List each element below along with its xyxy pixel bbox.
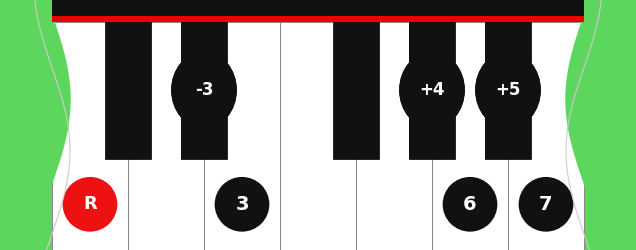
- Bar: [52, 22, 128, 250]
- Bar: [409, 22, 455, 158]
- Bar: [52, 0, 584, 16]
- Bar: [204, 22, 280, 250]
- Bar: [508, 22, 584, 250]
- Text: 7: 7: [539, 195, 553, 214]
- Bar: [485, 22, 531, 158]
- Polygon shape: [566, 0, 636, 250]
- Ellipse shape: [171, 52, 237, 128]
- Bar: [356, 22, 432, 250]
- Bar: [485, 22, 531, 158]
- Ellipse shape: [399, 52, 465, 128]
- Bar: [280, 22, 356, 250]
- Ellipse shape: [399, 52, 465, 128]
- Text: 6: 6: [463, 195, 477, 214]
- Circle shape: [214, 177, 270, 232]
- Bar: [128, 22, 204, 250]
- Bar: [52, 16, 584, 22]
- Polygon shape: [0, 0, 70, 250]
- Circle shape: [62, 177, 118, 232]
- Bar: [52, 0, 584, 16]
- Bar: [105, 22, 151, 158]
- Bar: [409, 22, 455, 158]
- Bar: [432, 22, 508, 250]
- Bar: [181, 22, 227, 158]
- Text: +5: +5: [495, 81, 521, 99]
- Ellipse shape: [475, 52, 541, 128]
- Bar: [181, 22, 227, 158]
- Ellipse shape: [171, 52, 237, 128]
- Text: 3: 3: [235, 195, 249, 214]
- Text: -3: -3: [195, 81, 213, 99]
- Ellipse shape: [475, 52, 541, 128]
- Text: R: R: [83, 195, 97, 213]
- Bar: [333, 22, 379, 158]
- Circle shape: [518, 177, 574, 232]
- Text: +4: +4: [419, 81, 445, 99]
- Bar: [52, 16, 584, 22]
- Circle shape: [443, 177, 497, 232]
